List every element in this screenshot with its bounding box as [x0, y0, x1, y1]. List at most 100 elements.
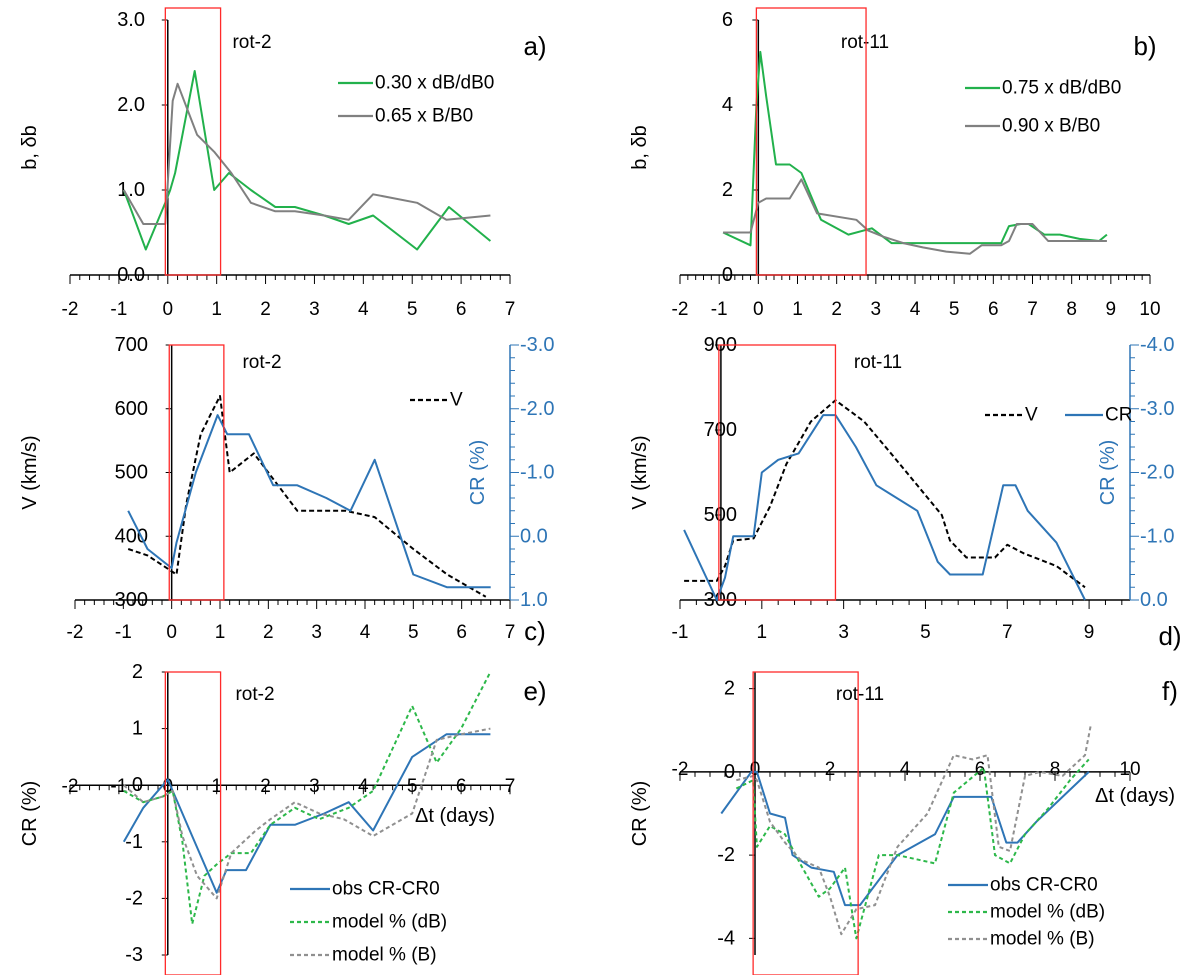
panel-f-x-tick-label: 0: [750, 759, 761, 780]
panel-c-y2-tick-label: -3.0: [520, 334, 554, 356]
panel-f-x-tick-label: 8: [1050, 759, 1061, 780]
panel-d-legend-label: CR: [1105, 405, 1132, 426]
panel-b-x-tick-label: 7: [1027, 299, 1038, 320]
panel-d-y-axis-title: V (km/s): [629, 435, 651, 509]
panel-f-highlight-window: [752, 671, 859, 975]
panel-e-x-tick-label: 6: [456, 776, 467, 797]
panel-d-y-tick-label: 700: [704, 419, 737, 441]
panel-a-series-0-line: [122, 70, 492, 251]
panel-f-x-tick-label: 10: [1119, 759, 1140, 780]
panel-f-title: rot-11: [836, 684, 884, 705]
panel-a-highlight-window: [164, 7, 222, 276]
panel-e-y-tick-label: 0: [132, 774, 143, 796]
panel-e-y-tick-label: 1: [132, 718, 143, 740]
panel-c-y-axis-title: V (km/s): [19, 435, 41, 509]
panel-c-title: rot-2: [242, 352, 281, 373]
panel-d-x-tick-label: 7: [1002, 622, 1013, 643]
panel-b-y-tick-label: 2: [722, 179, 733, 201]
panel-b-x-tick-label: 1: [792, 299, 803, 320]
panel-e-x-tick-label: 5: [407, 776, 418, 797]
panel-a-x-tick-label: 6: [456, 299, 467, 320]
panel-d-y2-tick-label: -1.0: [1140, 525, 1174, 547]
panel-b-panel-label: b): [1133, 31, 1156, 61]
panel-b-x-tick-label: 10: [1139, 299, 1160, 320]
panel-f-x-axis-title: Δt (days): [1095, 785, 1175, 807]
panel-a-y-tick-label: 1.0: [117, 179, 145, 201]
panel-e-x-tick-label: -2: [62, 776, 79, 797]
panel-c-y2-tick-label: 1.0: [520, 589, 548, 611]
panel-e-x-tick-label: 2: [260, 776, 271, 797]
panel-e-legend-label: model % (B): [332, 945, 437, 966]
panel-d-x-tick-label: 3: [838, 622, 849, 643]
panel-a-x-tick-label: 3: [309, 299, 320, 320]
panel-f-panel-label: f): [1162, 676, 1178, 706]
panel-a-legend-label: 0.65 x B/B0: [375, 106, 473, 127]
panel-b-x-tick-label: 4: [910, 299, 921, 320]
panel-d-y2-tick-label: -4.0: [1140, 334, 1174, 356]
panel-d-series-0-line: [684, 399, 1086, 589]
panel-e-x-tick-label: 1: [211, 776, 222, 797]
panel-b-y-tick-label: 6: [722, 9, 733, 31]
panel-a-y-axis-title: b, δb: [19, 125, 41, 170]
panel-b-x-tick-label: 0: [753, 299, 764, 320]
panel-c-x-tick-label: 2: [263, 622, 274, 643]
panel-e-x-tick-label: 7: [505, 776, 516, 797]
panel-c-y-tick-label: 600: [115, 398, 148, 420]
panel-f-x-tick-label: -2: [672, 759, 689, 780]
panel-c-y2-axis-title: CR (%): [467, 440, 489, 506]
panel-d-highlight-window: [718, 344, 837, 601]
panel-b-y-tick-label: 4: [722, 94, 733, 116]
panel-b-x-tick-label: 2: [831, 299, 842, 320]
panel-b-title: rot-11: [841, 32, 889, 53]
panel-c-y-tick-label: 700: [115, 334, 148, 356]
panel-f-y-tick-label: 0: [724, 761, 735, 783]
panel-c-x-tick-label: 4: [360, 622, 371, 643]
panel-a-y-tick-label: 2.0: [117, 94, 145, 116]
panel-f-y-tick-label: -4: [717, 927, 735, 949]
panel-c-y-tick-label: 400: [115, 525, 148, 547]
panel-c-y2-tick-label: 0.0: [520, 525, 548, 547]
panel-d-title: rot-11: [854, 352, 902, 373]
panel-c-highlight-window: [168, 344, 225, 601]
panel-a-x-tick-label: 4: [358, 299, 369, 320]
panel-e-x-tick-label: 0: [162, 776, 173, 797]
panel-f-series-0-line: [720, 770, 1090, 907]
panel-e-legend-label: obs CR-CR0: [332, 879, 440, 900]
panel-a-panel-label: a): [523, 31, 546, 61]
panel-c-y-tick-label: 300: [115, 589, 148, 611]
panel-b-legend-label: 0.90 x B/B0: [1002, 116, 1100, 137]
panel-f-series-2-line: [736, 725, 1092, 936]
panel-f-legend-label: model % (B): [990, 929, 1095, 950]
panel-a-series-1-line: [122, 82, 491, 225]
panel-a-legend-label: 0.30 x dB/dB0: [375, 73, 494, 94]
panel-c-y2-tick-label: -2.0: [520, 398, 554, 420]
panel-d-y2-tick-label: -3.0: [1140, 398, 1174, 420]
panel-e-y-tick-label: -2: [125, 887, 143, 909]
panel-d-y2-tick-label: 0.0: [1140, 589, 1168, 611]
panel-d-x-tick-label: 1: [757, 622, 768, 643]
panel-f-series-1-line: [735, 758, 1090, 940]
panel-d-series-1-line: [683, 414, 1086, 601]
panel-a-x-tick-label: 1: [211, 299, 222, 320]
panel-e-highlight-window: [164, 671, 222, 975]
panel-d-y2-tick-label: -2.0: [1140, 462, 1174, 484]
panel-c-x-tick-label: 1: [215, 622, 226, 643]
panel-b-x-tick-label: 8: [1066, 299, 1077, 320]
panel-a-x-tick-label: 0: [162, 299, 173, 320]
panel-f-x-tick-label: 4: [900, 759, 911, 780]
panel-f-legend-label: obs CR-CR0: [990, 875, 1098, 896]
panel-c-x-tick-label: -2: [67, 622, 84, 643]
panel-c-x-tick-label: -1: [115, 622, 132, 643]
panel-b-y-axis-title: b, δb: [629, 125, 651, 170]
panel-a-x-tick-label: 5: [407, 299, 418, 320]
panel-a-x-tick-label: -2: [62, 299, 79, 320]
panel-f-y-tick-label: 2: [724, 678, 735, 700]
panel-e-series-0-line: [122, 733, 491, 894]
panel-a-y-tick-label: 0.0: [117, 264, 145, 286]
panel-c-y2-tick-label: -1.0: [520, 462, 554, 484]
panel-b-x-tick-label: 9: [1106, 299, 1117, 320]
panel-c-panel-label: c): [524, 616, 546, 646]
panel-d-y2-axis-title: CR (%): [1097, 440, 1119, 506]
panel-f-x-tick-label: 2: [825, 759, 836, 780]
